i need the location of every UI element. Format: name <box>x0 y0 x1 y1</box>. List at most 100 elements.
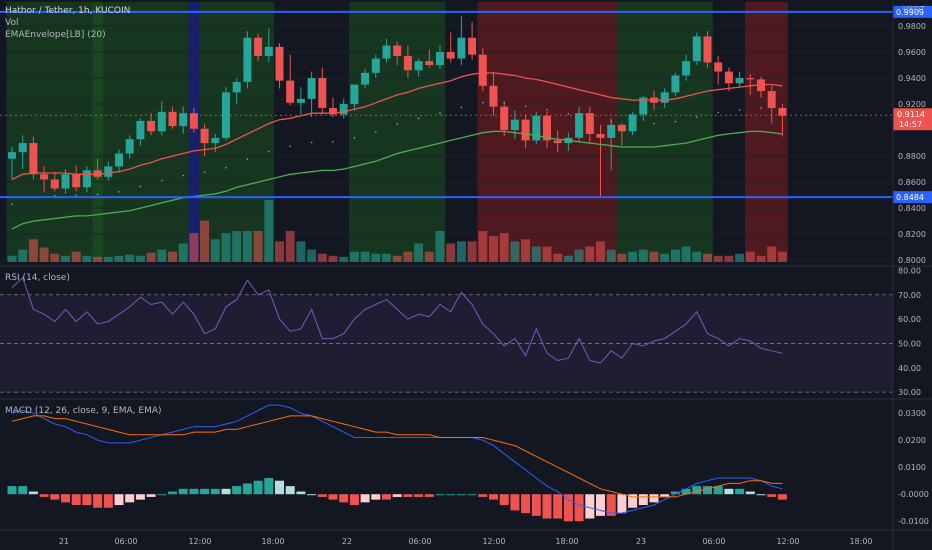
volume-bar <box>328 255 338 262</box>
candle-body[interactable] <box>40 174 49 180</box>
candle-body[interactable] <box>254 37 263 56</box>
candle-body[interactable] <box>275 46 284 81</box>
candle-body[interactable] <box>168 111 177 127</box>
candle-body[interactable] <box>115 153 123 167</box>
candle-body[interactable] <box>50 179 59 189</box>
candle-body[interactable] <box>200 128 209 144</box>
ema-center-dot <box>567 113 570 115</box>
volume-label[interactable]: Vol <box>5 18 18 28</box>
volume-bar <box>39 247 49 262</box>
candle-body[interactable] <box>660 92 669 103</box>
price-tick-label: 0.8600 <box>898 178 926 187</box>
candle-body[interactable] <box>436 52 444 66</box>
candle-body[interactable] <box>478 54 487 86</box>
candle-body[interactable] <box>179 113 188 127</box>
macd-histogram-bar <box>596 494 605 516</box>
candle-body[interactable] <box>692 36 701 62</box>
volume-bar <box>499 233 509 262</box>
candle-body[interactable] <box>671 75 680 93</box>
price-tick-label: 0.9200 <box>898 100 926 109</box>
candle-body[interactable] <box>8 152 16 159</box>
candle-body[interactable] <box>767 91 776 108</box>
candle-body[interactable] <box>339 104 348 115</box>
candle-body[interactable] <box>543 115 551 141</box>
candle-body[interactable] <box>553 140 562 144</box>
rsi-tick-label: 60.00 <box>898 315 921 324</box>
macd-line[interactable] <box>11 404 783 514</box>
candle-body[interactable] <box>82 170 91 188</box>
candle-body[interactable] <box>596 133 605 138</box>
rsi-title[interactable]: RSI (14, close) <box>5 273 70 283</box>
candle-body[interactable] <box>61 174 70 189</box>
macd-histogram-bar <box>542 494 552 519</box>
rsi-line[interactable] <box>11 276 783 364</box>
candle-body[interactable] <box>778 107 787 116</box>
candle-body[interactable] <box>329 107 337 115</box>
candle-body[interactable] <box>125 139 134 154</box>
candle-body[interactable] <box>29 143 38 175</box>
candle-body[interactable] <box>93 170 102 177</box>
candle-body[interactable] <box>425 61 434 66</box>
volume-bar <box>628 251 638 262</box>
ema-envelope-label[interactable]: EMAEnvelope[LB] (20) <box>5 30 106 40</box>
candle-body[interactable] <box>18 143 27 153</box>
candle-body[interactable] <box>382 45 391 59</box>
candle-body[interactable] <box>639 97 648 115</box>
candle-body[interactable] <box>585 113 594 134</box>
candle-body[interactable] <box>735 78 744 84</box>
candle-body[interactable] <box>318 78 327 108</box>
macd-histogram-bar <box>553 494 563 519</box>
candle-body[interactable] <box>457 37 466 59</box>
candle-body[interactable] <box>104 166 113 177</box>
candle-body[interactable] <box>286 80 295 103</box>
candle-body[interactable] <box>296 98 305 103</box>
rsi-tick-label: 50.00 <box>898 339 921 348</box>
macd-pane[interactable] <box>7 404 787 522</box>
candle-body[interactable] <box>607 124 616 138</box>
candle-body[interactable] <box>72 174 81 188</box>
candle-body[interactable] <box>746 78 755 80</box>
candle-body[interactable] <box>521 119 530 141</box>
macd-title[interactable]: MACD (12, 26, close, 9, EMA, EMA) <box>5 406 162 416</box>
candle-body[interactable] <box>510 119 519 131</box>
macd-histogram-bar <box>499 494 509 506</box>
candle-body[interactable] <box>157 111 166 132</box>
candle-body[interactable] <box>243 37 252 82</box>
candle-body[interactable] <box>703 36 712 63</box>
candle-body[interactable] <box>350 84 359 105</box>
candle-body[interactable] <box>489 85 498 107</box>
ema-center-dot <box>11 203 13 205</box>
candle-body[interactable] <box>724 71 733 84</box>
candle-body[interactable] <box>136 120 145 140</box>
rsi-pane[interactable] <box>0 276 893 393</box>
candle-body[interactable] <box>307 78 316 99</box>
candle-body[interactable] <box>446 52 455 59</box>
candle-body[interactable] <box>211 137 220 144</box>
candle-body[interactable] <box>264 46 273 56</box>
volume-bar <box>253 231 263 262</box>
candle-body[interactable] <box>532 115 541 141</box>
signal-line[interactable] <box>11 415 783 498</box>
candle-body[interactable] <box>147 120 156 132</box>
candle-body[interactable] <box>403 55 412 71</box>
candle-body[interactable] <box>500 106 509 131</box>
signal-zone <box>199 2 275 262</box>
candle-body[interactable] <box>682 61 691 76</box>
candle-body[interactable] <box>371 58 380 73</box>
candle-body[interactable] <box>757 79 765 92</box>
candle-body[interactable] <box>468 37 477 55</box>
candle-body[interactable] <box>232 81 241 93</box>
candle-body[interactable] <box>414 61 423 71</box>
candle-body[interactable] <box>189 113 198 129</box>
candle-body[interactable] <box>575 113 584 138</box>
candle-body[interactable] <box>393 45 402 56</box>
candle-body[interactable] <box>617 124 626 132</box>
macd-histogram-bar <box>456 494 466 496</box>
symbol-title[interactable]: Hathor / Tether, 1h, KUCOIN <box>5 6 130 16</box>
candle-body[interactable] <box>714 62 723 72</box>
volume-bar <box>563 255 573 262</box>
volume-bar <box>403 251 413 262</box>
candle-body[interactable] <box>361 72 370 85</box>
